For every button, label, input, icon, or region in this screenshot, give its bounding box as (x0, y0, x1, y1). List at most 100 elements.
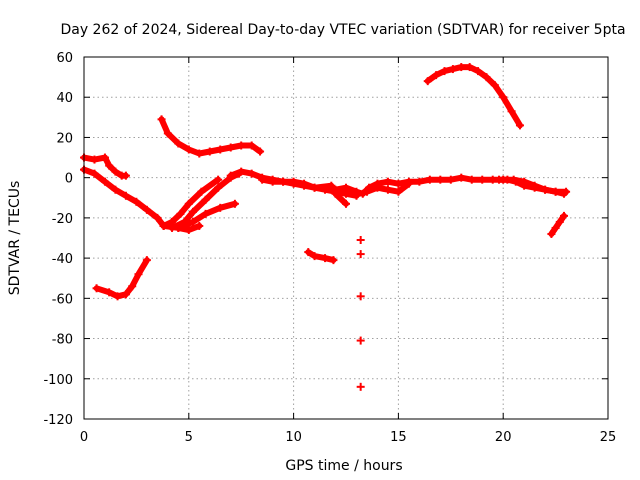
y-tick-label: -120 (43, 413, 73, 428)
data-point (327, 181, 336, 190)
series-arc-e (168, 169, 244, 232)
data-point (157, 115, 166, 124)
data-layer (80, 63, 571, 391)
y-tick-label: 0 (65, 172, 73, 187)
data-point (184, 199, 193, 208)
data-point (511, 177, 520, 186)
data-point (356, 236, 365, 245)
series-trace (158, 116, 264, 157)
series-trace (305, 249, 337, 264)
data-point (467, 175, 476, 184)
data-point (268, 177, 277, 186)
x-axis-label: GPS time / hours (285, 458, 402, 474)
y-tick-label: 40 (56, 91, 73, 106)
series-isolated (356, 236, 365, 391)
plot-frame (83, 56, 609, 420)
data-point (174, 139, 183, 148)
data-point (121, 191, 130, 200)
data-point (153, 213, 162, 222)
data-point (132, 197, 141, 206)
data-point (105, 161, 114, 170)
data-point (195, 221, 204, 230)
series-arc-n (423, 63, 524, 130)
x-tick-label: 20 (495, 430, 512, 445)
data-point (423, 77, 432, 86)
series-arc-a (80, 153, 130, 180)
data-point (111, 167, 120, 176)
data-point (356, 336, 365, 345)
data-point (90, 155, 99, 164)
data-point (142, 205, 151, 214)
data-point (465, 63, 474, 72)
data-point (495, 175, 504, 184)
data-point (394, 187, 403, 196)
data-point (226, 143, 235, 152)
series-arc-m (362, 179, 413, 196)
data-point (415, 177, 424, 186)
x-tick-label: 0 (80, 430, 88, 445)
y-tick-label: -80 (52, 333, 73, 348)
data-point (499, 93, 508, 102)
data-point (356, 250, 365, 259)
y-tick-label: -40 (52, 252, 73, 267)
data-point (310, 252, 319, 261)
data-point (530, 183, 539, 192)
data-point (425, 175, 434, 184)
data-point (197, 187, 206, 196)
data-point (100, 153, 109, 162)
y-tick-label: -20 (52, 212, 73, 227)
data-point (559, 211, 568, 220)
data-point (163, 129, 172, 138)
data-point (105, 288, 114, 297)
data-point (90, 169, 99, 178)
data-point (184, 225, 193, 234)
data-point (304, 248, 313, 257)
data-point (176, 209, 185, 218)
data-point (482, 73, 491, 82)
y-tick-label: 60 (56, 51, 73, 66)
grid (84, 57, 608, 419)
data-point (474, 67, 483, 76)
data-point (100, 177, 109, 186)
data-point (174, 223, 183, 232)
data-point (195, 149, 204, 158)
data-point (457, 63, 466, 72)
series-arc-h (92, 256, 151, 301)
data-point (214, 175, 223, 184)
data-point (184, 145, 193, 154)
data-point (289, 179, 298, 188)
y-tick-label: -60 (52, 292, 73, 307)
data-point (383, 185, 392, 194)
data-point (92, 284, 101, 293)
series-arc-k (304, 248, 338, 265)
data-point (507, 107, 516, 116)
data-point (356, 292, 365, 301)
data-point (352, 187, 361, 196)
data-point (440, 67, 449, 76)
data-point (321, 254, 330, 263)
data-point (214, 183, 223, 192)
data-point (310, 183, 319, 192)
data-point (247, 141, 256, 150)
data-point (128, 282, 137, 291)
data-point (551, 223, 560, 232)
series-arc-f (174, 199, 239, 232)
data-point (300, 181, 309, 190)
data-point (142, 256, 151, 265)
series-arc-o (495, 175, 568, 198)
x-tick-label: 10 (285, 430, 302, 445)
data-point (121, 171, 130, 180)
data-point (555, 217, 564, 226)
x-tick-label: 25 (600, 430, 617, 445)
data-point (436, 175, 445, 184)
data-point (134, 270, 143, 279)
data-point (216, 203, 225, 212)
data-point (342, 199, 350, 208)
data-point (520, 181, 529, 190)
data-point (362, 187, 371, 196)
data-point (547, 229, 556, 238)
data-point (329, 256, 338, 265)
data-point (383, 177, 392, 186)
data-point (256, 147, 265, 156)
